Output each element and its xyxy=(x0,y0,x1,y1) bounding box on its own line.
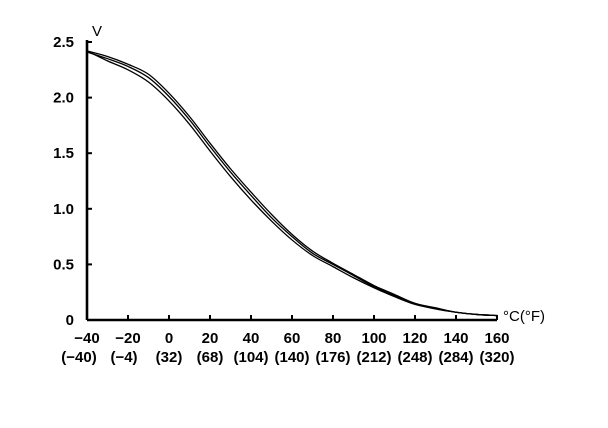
y-tick-label: 1.0 xyxy=(53,201,74,218)
x-tick-label-fahrenheit: (284) xyxy=(438,349,473,366)
x-tick-label-fahrenheit: (68) xyxy=(197,349,224,366)
x-tick-label-fahrenheit: (32) xyxy=(156,349,183,366)
x-tick-label-fahrenheit: (104) xyxy=(233,349,268,366)
y-tick-label: 2.0 xyxy=(53,90,74,107)
x-tick-label-celsius: 60 xyxy=(284,330,301,347)
x-tick-label-celsius: 160 xyxy=(484,330,509,347)
x-axis-unit-label: °C(°F) xyxy=(503,308,545,325)
x-tick-label-fahrenheit: (176) xyxy=(315,349,350,366)
x-tick-label-celsius: 20 xyxy=(202,330,219,347)
x-tick-label-celsius: 120 xyxy=(402,330,427,347)
x-tick-label-fahrenheit: (212) xyxy=(356,349,391,366)
y-tick-label: 2.5 xyxy=(53,34,74,51)
curve-series xyxy=(86,50,498,317)
x-tick-label-fahrenheit: (−40) xyxy=(61,349,96,366)
x-tick-label-celsius: −20 xyxy=(115,330,140,347)
x-tick-label-celsius: 140 xyxy=(443,330,468,347)
x-tick-label-fahrenheit: (140) xyxy=(274,349,309,366)
axis-ticks xyxy=(86,41,498,321)
x-tick-label-celsius: 80 xyxy=(325,330,342,347)
x-tick-label-fahrenheit: (248) xyxy=(397,349,432,366)
series-line-2 xyxy=(86,51,498,317)
series-line-3 xyxy=(86,50,498,317)
x-tick-label-fahrenheit: (320) xyxy=(479,349,514,366)
y-tick-label: 0 xyxy=(66,312,74,329)
y-tick-label: 0.5 xyxy=(53,256,74,273)
x-tick-label-celsius: −40 xyxy=(74,330,99,347)
x-tick-label-celsius: 100 xyxy=(361,330,386,347)
x-tick-label-celsius: 40 xyxy=(243,330,260,347)
x-tick-label-celsius: 0 xyxy=(165,330,173,347)
y-axis-unit-label: V xyxy=(92,23,102,40)
x-tick-label-fahrenheit: (−4) xyxy=(110,349,137,366)
tick-labels: 0 0.5 1.0 1.5 2.0 2.5 −40 (−40) −20 (−4) 0 (32) 20 (6… xyxy=(53,34,514,366)
series-line-1 xyxy=(86,50,498,317)
y-tick-label: 1.5 xyxy=(53,145,74,162)
